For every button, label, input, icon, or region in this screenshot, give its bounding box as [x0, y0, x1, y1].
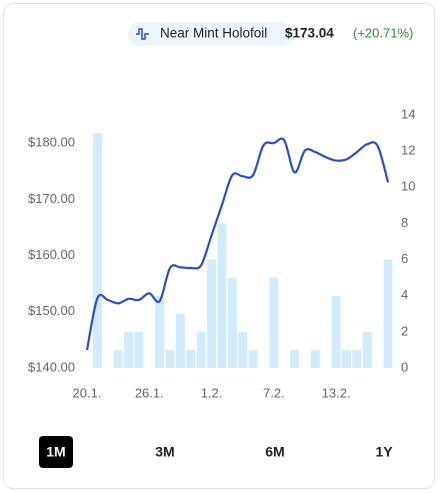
- card: [3, 3, 435, 489]
- legend-price: $173.04: [285, 26, 334, 41]
- volume-bar: [331, 295, 341, 368]
- volume-bar: [227, 277, 237, 368]
- x-tick-label: 1.2.: [201, 385, 223, 400]
- range-button[interactable]: 3M: [155, 444, 174, 460]
- y-tick-label: $150.00: [28, 303, 75, 318]
- range-button[interactable]: 6M: [265, 444, 284, 460]
- volume-bar: [383, 259, 393, 368]
- y-tick-label: $170.00: [28, 191, 75, 206]
- legend-change: (+20.71%): [353, 25, 413, 40]
- volume-bar: [186, 349, 196, 368]
- x-tick-label: 13.2.: [322, 385, 351, 400]
- volume-bar: [113, 349, 123, 368]
- y2-tick-label: 4: [401, 287, 408, 302]
- volume-bar: [124, 331, 134, 368]
- volume-bar: [165, 349, 175, 368]
- x-tick-label: 26.1.: [135, 385, 164, 400]
- volume-bar: [217, 223, 227, 368]
- volume-bar: [92, 133, 102, 368]
- y2-tick-label: 12: [401, 143, 415, 158]
- range-button[interactable]: 1Y: [375, 444, 393, 460]
- y-tick-label: $140.00: [28, 359, 75, 374]
- x-tick-label: 7.2.: [263, 385, 285, 400]
- y-tick-label: $180.00: [28, 135, 75, 150]
- price-line: [85, 137, 390, 351]
- volume-bar: [248, 349, 258, 368]
- volume-bar: [352, 349, 362, 368]
- volume-bar: [310, 349, 320, 368]
- y2-tick-label: 0: [401, 359, 408, 374]
- y2-tick-label: 10: [401, 179, 415, 194]
- y2-tick-label: 2: [401, 323, 408, 338]
- volume-bar: [207, 259, 217, 368]
- volume-bar: [155, 295, 165, 368]
- y2-tick-label: 6: [401, 251, 408, 266]
- y2-tick-label: 14: [401, 106, 415, 121]
- y-tick-label: $160.00: [28, 247, 75, 262]
- volume-bar: [362, 331, 372, 368]
- legend-pill: [128, 22, 294, 46]
- y2-tick-label: 8: [401, 215, 408, 230]
- volume-bar: [238, 331, 248, 368]
- range-button[interactable]: 1M: [46, 444, 65, 460]
- volume-bar: [175, 313, 185, 368]
- volume-bar: [290, 349, 300, 368]
- x-tick-label: 20.1.: [73, 385, 102, 400]
- range-button-bg: [39, 436, 73, 468]
- volume-bar: [196, 331, 206, 368]
- volume-bar: [134, 331, 144, 368]
- legend-icon: [136, 28, 149, 40]
- volume-bar: [269, 277, 279, 368]
- volume-bar: [342, 349, 351, 368]
- legend-series-name: Near Mint Holofoil: [160, 26, 267, 41]
